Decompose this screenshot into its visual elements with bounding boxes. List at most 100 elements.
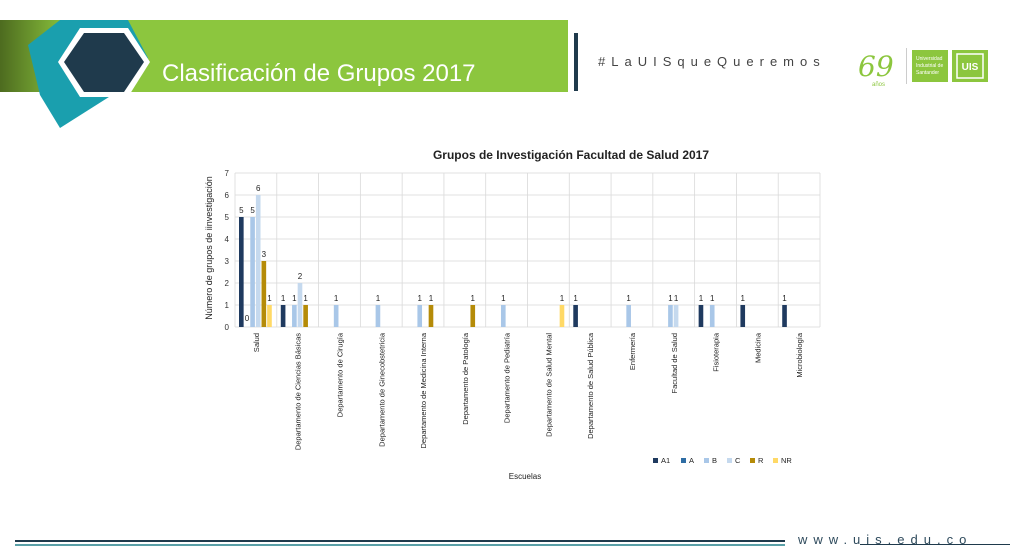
x-tick-label: Medicina bbox=[753, 332, 762, 363]
data-label: 1 bbox=[782, 294, 787, 303]
anniversary-label: años bbox=[872, 82, 885, 88]
bar-R-1 bbox=[303, 305, 308, 327]
data-label: 1 bbox=[560, 294, 565, 303]
x-tick-label: Microbiología bbox=[795, 332, 804, 377]
uis-logo: UIS bbox=[962, 62, 979, 73]
data-label: 3 bbox=[262, 250, 267, 259]
data-label: 1 bbox=[334, 294, 339, 303]
anniversary-logo: 69 bbox=[858, 50, 894, 83]
data-label: 1 bbox=[267, 294, 272, 303]
data-label: 1 bbox=[417, 294, 422, 303]
legend-swatch-NR bbox=[773, 458, 778, 463]
y-tick-label: 2 bbox=[225, 279, 230, 288]
legend-swatch-A1 bbox=[653, 458, 658, 463]
bar-A1-8 bbox=[573, 305, 578, 327]
banner-graphic bbox=[0, 20, 578, 128]
x-tick-label: Departamento de Ciencias Básicas bbox=[294, 333, 303, 450]
data-label: 1 bbox=[699, 294, 704, 303]
y-axis-label: Número de grupos de iinvestigación bbox=[204, 176, 214, 320]
x-tick-label: Departamento de Ginecobstetricia bbox=[377, 332, 386, 447]
bar-NR-7 bbox=[559, 305, 565, 327]
bar-R-0 bbox=[261, 261, 267, 327]
bar-B-0 bbox=[250, 217, 255, 327]
data-label: 1 bbox=[281, 294, 286, 303]
data-label: 1 bbox=[741, 294, 746, 303]
data-label: 0 bbox=[245, 314, 250, 323]
legend-label-A1: A1 bbox=[661, 456, 670, 465]
data-label: 1 bbox=[429, 294, 434, 303]
bar-B-4 bbox=[417, 305, 423, 327]
data-label: 1 bbox=[710, 294, 715, 303]
university-name-box bbox=[912, 50, 948, 82]
x-tick-label: Departamento de Salud Pública bbox=[586, 332, 595, 439]
chart-title: Grupos de Investigación Facultad de Salu… bbox=[433, 148, 709, 162]
dark-divider bbox=[574, 33, 578, 91]
y-tick-label: 7 bbox=[225, 169, 230, 178]
footer-lines bbox=[15, 540, 1010, 546]
legend: A1 A B C R NR bbox=[653, 456, 792, 465]
x-tick-label: Departamento de Medicina Interna bbox=[419, 332, 428, 448]
data-label: 1 bbox=[292, 294, 297, 303]
legend-label-A: A bbox=[689, 456, 694, 465]
university-name-line-1: Universidad bbox=[916, 56, 943, 62]
bar-R-5 bbox=[470, 305, 476, 327]
data-label: 1 bbox=[573, 294, 578, 303]
bar-C-0 bbox=[255, 195, 261, 327]
page-title: Clasificación de Grupos 2017 bbox=[162, 60, 476, 87]
hashtag: #LaUISqueQueremos bbox=[598, 54, 826, 69]
dark-hexagon bbox=[64, 33, 144, 92]
y-tick-label: 3 bbox=[225, 257, 230, 266]
bar-B-6 bbox=[500, 305, 506, 327]
data-label: 1 bbox=[674, 294, 679, 303]
legend-label-B: B bbox=[712, 456, 717, 465]
y-tick-label: 5 bbox=[225, 213, 230, 222]
data-label: 1 bbox=[668, 294, 673, 303]
y-tick-label: 1 bbox=[225, 301, 230, 310]
data-label: 2 bbox=[298, 272, 303, 281]
data-label: 1 bbox=[501, 294, 506, 303]
bar-B-3 bbox=[375, 305, 381, 327]
bar-B-1 bbox=[292, 305, 297, 327]
bar-C-1 bbox=[297, 283, 303, 327]
bar-A1-12 bbox=[740, 305, 746, 327]
bar-B-11 bbox=[709, 305, 715, 327]
x-axis-label: Escuelas bbox=[509, 472, 541, 481]
x-tick-label: Facultad de Salud bbox=[670, 333, 679, 393]
data-label: 5 bbox=[239, 206, 244, 215]
bar-A1-0 bbox=[239, 217, 244, 327]
data-label: 1 bbox=[626, 294, 631, 303]
bar-A1-1 bbox=[280, 305, 286, 327]
legend-swatch-C bbox=[727, 458, 732, 463]
x-tick-label: Fisioterapia bbox=[712, 332, 721, 372]
data-label: 1 bbox=[303, 294, 308, 303]
bar-C-10 bbox=[673, 305, 679, 327]
x-tick-label: Departamento de Salud Mental bbox=[544, 333, 553, 437]
data-label: 5 bbox=[250, 206, 255, 215]
bar-A1-11 bbox=[698, 305, 704, 327]
y-tick-label: 6 bbox=[225, 191, 230, 200]
y-tick-label: 4 bbox=[225, 235, 230, 244]
legend-label-C: C bbox=[735, 456, 741, 465]
university-name-line-3: Santander bbox=[916, 70, 939, 76]
data-label: 6 bbox=[256, 184, 261, 193]
legend-swatch-R bbox=[750, 458, 755, 463]
x-tick-label: Departamento de Cirugía bbox=[335, 332, 344, 417]
bar-B-10 bbox=[668, 305, 673, 327]
bar-A1-13 bbox=[782, 305, 787, 327]
legend-label-NR: NR bbox=[781, 456, 792, 465]
x-tick-label: Departamento de Patología bbox=[461, 332, 470, 425]
x-tick-label: Departamento de Pediatría bbox=[503, 332, 512, 423]
y-tick-label: 0 bbox=[225, 323, 230, 332]
bar-B-9 bbox=[626, 305, 631, 327]
bar-NR-0 bbox=[267, 305, 272, 327]
data-label: 1 bbox=[471, 294, 476, 303]
logo-area: 69 años Universidad Industrial de Santan… bbox=[850, 44, 1000, 88]
bar-R-4 bbox=[428, 305, 434, 327]
website-url: www.uis.edu.co bbox=[798, 532, 973, 547]
x-tick-label: Enfermería bbox=[628, 332, 637, 370]
legend-label-R: R bbox=[758, 456, 764, 465]
x-tick-label: Salud bbox=[252, 333, 261, 352]
data-label: 1 bbox=[376, 294, 381, 303]
bar-B-2 bbox=[333, 305, 339, 327]
university-name-line-2: Industrial de bbox=[916, 63, 943, 69]
